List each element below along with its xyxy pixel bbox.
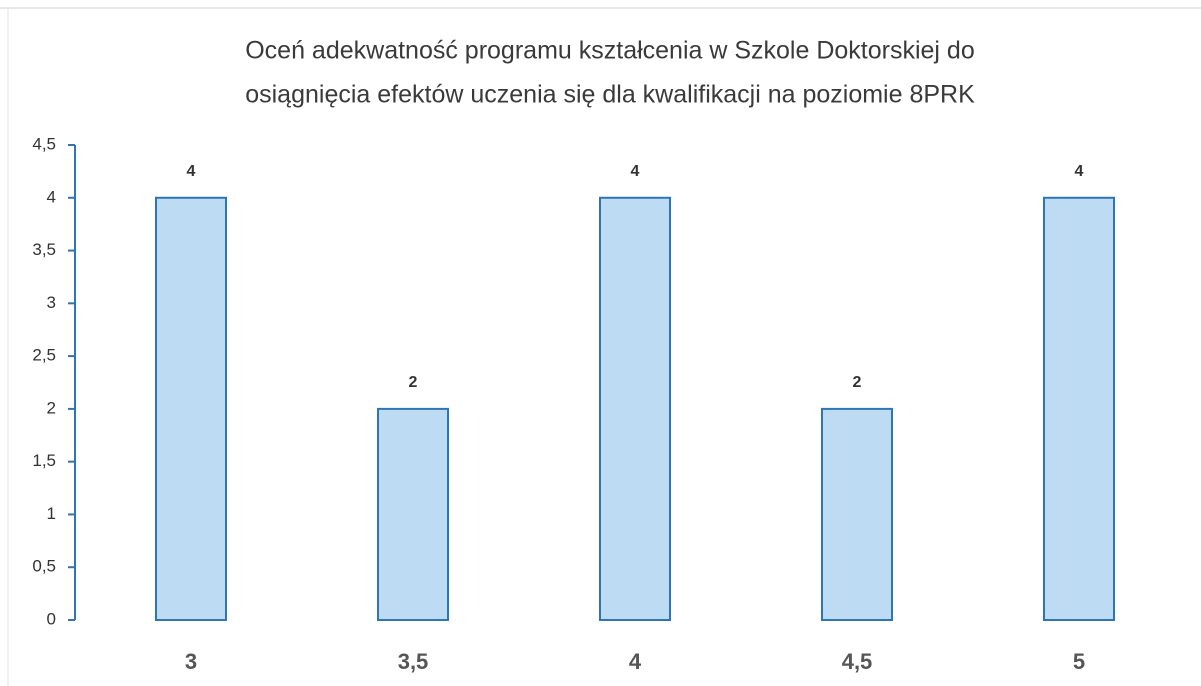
y-tick-label: 0,5 [32,557,56,576]
bar [377,407,449,621]
x-tick-label: 4,5 [842,649,873,674]
y-tick-label: 1 [47,504,56,523]
x-tick-label: 3,5 [398,649,429,674]
y-tick-label: 4 [47,187,56,206]
chart-title: Oceń adekwatność programu kształcenia w … [245,37,975,65]
y-tick-label: 2,5 [32,346,56,365]
y-tick-label: 3,5 [32,240,56,259]
y-tick-label: 4,5 [32,134,56,153]
bar [1043,196,1115,621]
y-tick-label: 2 [47,398,56,417]
value-label: 4 [631,163,640,180]
x-tick-label: 5 [1073,649,1085,674]
chart-title: osiągnięcia efektów uczenia się dla kwal… [245,81,975,109]
y-tick-label: 0 [47,609,56,628]
value-label: 4 [187,163,196,180]
value-label: 2 [409,374,418,391]
x-tick-label: 4 [629,649,642,674]
x-tick-label: 3 [185,649,197,674]
value-label: 2 [853,374,862,391]
bar [155,196,227,621]
value-label: 4 [1075,163,1084,180]
bar [821,407,893,621]
y-tick-label: 3 [47,293,56,312]
bar [599,196,671,621]
y-tick-label: 1,5 [32,451,56,470]
